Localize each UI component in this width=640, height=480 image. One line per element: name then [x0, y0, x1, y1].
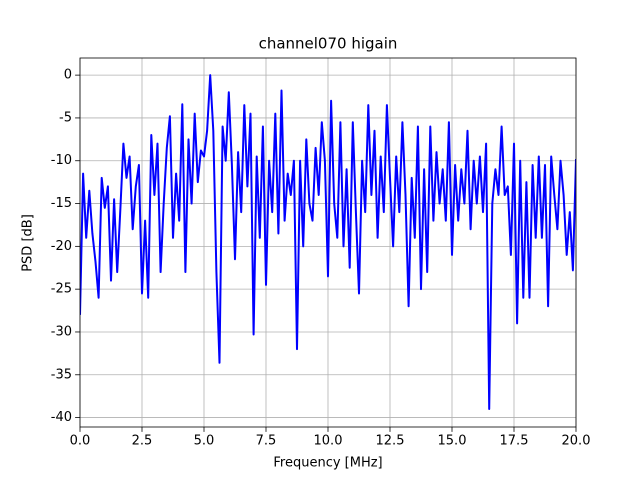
x-tick-label: 20.0: [562, 434, 591, 449]
y-tick-label: -5: [59, 110, 72, 125]
x-tick-label: 5.0: [194, 434, 215, 449]
y-tick-label: -15: [51, 196, 72, 211]
y-tick-label: -25: [51, 282, 72, 297]
x-tick-label: 15.0: [438, 434, 467, 449]
chart-title: channel070 higain: [259, 35, 398, 53]
y-axis-label: PSD [dB]: [21, 214, 36, 272]
y-tick-label: -20: [51, 239, 72, 254]
y-tick-label: -35: [51, 367, 72, 382]
x-tick-label: 7.5: [256, 434, 277, 449]
y-tick-label: 0: [64, 68, 72, 83]
y-tick-label: -40: [51, 410, 72, 425]
x-tick-label: 10.0: [314, 434, 343, 449]
plot-frame: [79, 57, 577, 428]
x-axis-label: Frequency [MHz]: [273, 456, 382, 471]
x-tick-label: 12.5: [376, 434, 405, 449]
x-tick-label: 0.0: [70, 434, 91, 449]
x-tick-label: 2.5: [132, 434, 153, 449]
y-tick-label: -10: [51, 153, 72, 168]
y-tick-label: -30: [51, 324, 72, 339]
data-line: [80, 74, 576, 411]
x-tick-label: 17.5: [500, 434, 529, 449]
